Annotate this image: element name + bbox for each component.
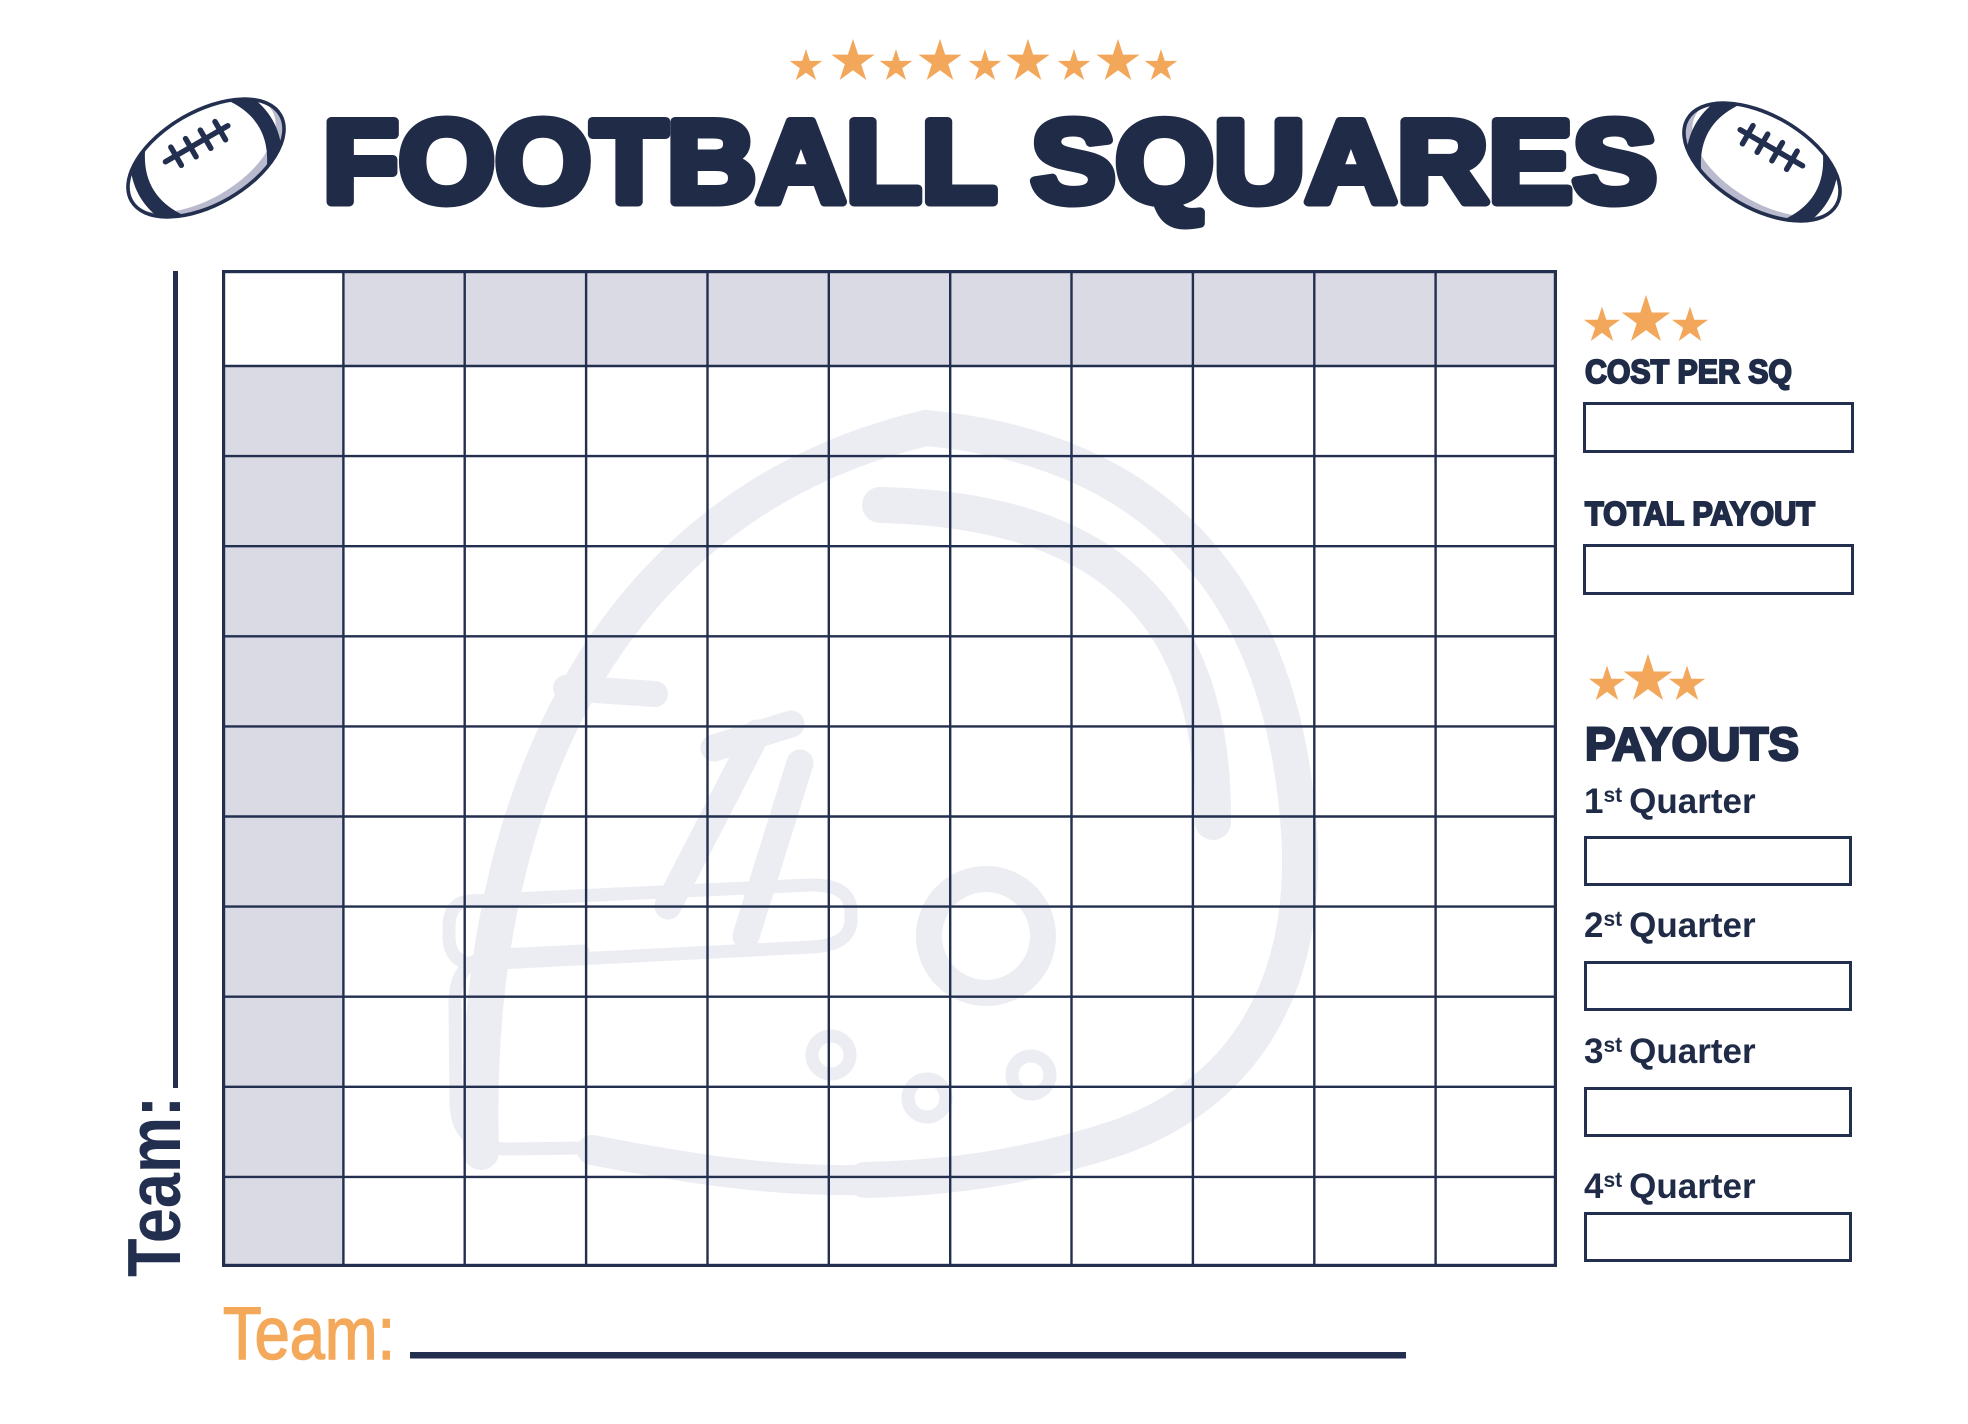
svg-text:FOOTBALL: FOOTBALL xyxy=(323,96,997,227)
svg-text:COST PER SQ: COST PER SQ xyxy=(1585,354,1792,391)
svg-text:Team:: Team: xyxy=(112,1096,196,1277)
svg-text:PAYOUTS: PAYOUTS xyxy=(1585,718,1799,770)
svg-text:TOTAL PAYOUT: TOTAL PAYOUT xyxy=(1585,496,1815,533)
svg-text:Team:: Team: xyxy=(223,1292,395,1375)
svg-text:SQUARES: SQUARES xyxy=(1031,96,1657,227)
